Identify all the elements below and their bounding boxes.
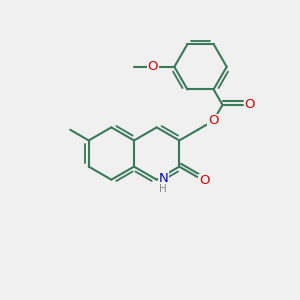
- Text: O: O: [208, 114, 219, 127]
- Text: O: O: [244, 98, 255, 111]
- Text: H: H: [159, 184, 167, 194]
- Text: O: O: [199, 174, 209, 188]
- Text: O: O: [148, 60, 158, 73]
- Text: N: N: [158, 172, 168, 185]
